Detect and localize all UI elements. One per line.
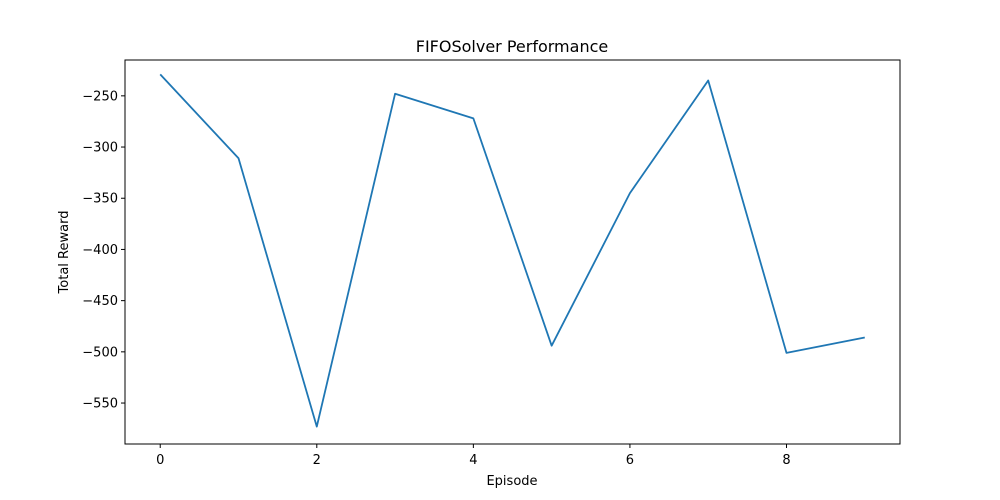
plot-frame: [124, 59, 901, 445]
x-tick-label: 4: [469, 453, 477, 468]
y-tick-label: −300: [82, 141, 118, 156]
x-axis-label: Episode: [486, 474, 537, 489]
series-line-0: [159, 73, 865, 428]
y-tick-label: −250: [82, 89, 118, 104]
plot-area: [159, 73, 865, 428]
y-tick-label: −350: [82, 192, 118, 207]
y-tick-label: −500: [82, 345, 118, 360]
y-tick-label: −400: [82, 243, 118, 258]
x-tick-label: 0: [156, 453, 164, 468]
y-tick-label: −550: [82, 397, 118, 412]
x-tick-label: 2: [313, 453, 321, 468]
x-tick-label: 8: [782, 453, 790, 468]
y-axis-label: Total Reward: [57, 211, 72, 295]
y-axis: −250 −300 −350 −400 −450 −500 −550: [82, 89, 125, 412]
y-tick-label: −450: [82, 294, 118, 309]
chart-title: FIFOSolver Performance: [416, 37, 608, 56]
x-tick-label: 6: [626, 453, 634, 468]
x-axis: 0 2 4 6 8: [156, 444, 791, 468]
